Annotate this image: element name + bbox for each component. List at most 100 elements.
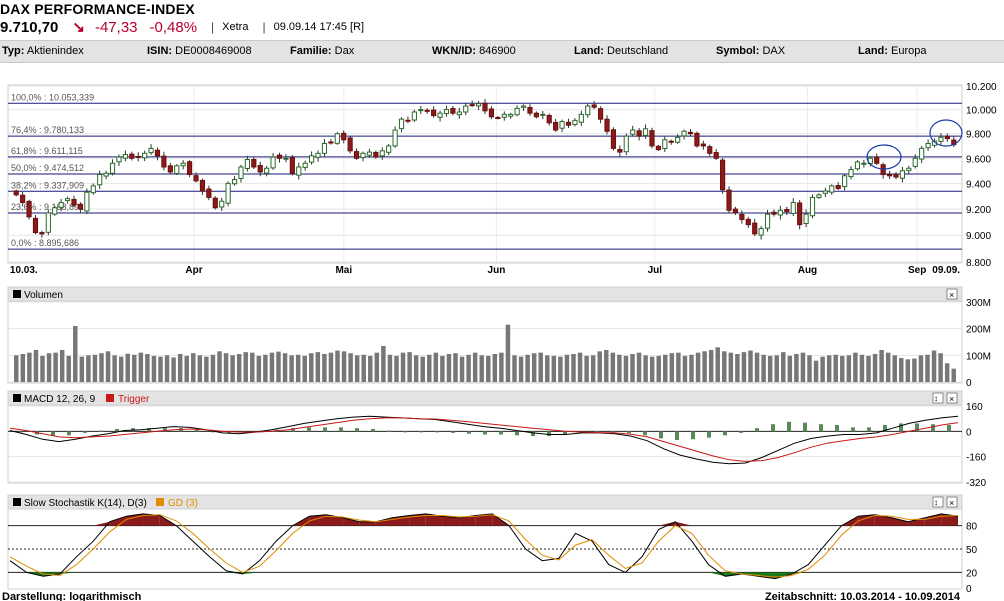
xtick-label: Mai — [335, 265, 352, 276]
candle — [174, 165, 180, 175]
volume-bar — [256, 355, 262, 382]
candle — [386, 145, 392, 153]
volume-bar — [676, 352, 681, 382]
candle — [822, 190, 828, 194]
candle — [321, 142, 328, 154]
candle — [848, 169, 854, 178]
candle — [578, 113, 584, 123]
volume-bar — [722, 351, 727, 382]
volume-bar — [99, 353, 104, 382]
xtick-label: Jul — [648, 265, 663, 276]
volume-bar — [761, 354, 766, 382]
volume-bar — [282, 353, 288, 382]
macd-histogram-bar — [51, 431, 55, 437]
macd-histogram-bar — [371, 428, 375, 432]
candle — [475, 103, 482, 107]
period-label: Zeitabschnitt: 10.03.2014 - 10.09.2014 — [765, 591, 961, 601]
candle — [154, 149, 161, 157]
volume-bar — [230, 355, 235, 382]
candle — [251, 159, 257, 168]
close-icon[interactable]: × — [946, 288, 958, 300]
candle — [463, 105, 469, 113]
volume-bar — [728, 352, 734, 382]
volume-bar — [86, 355, 91, 382]
svg-text:↕: ↕ — [934, 394, 938, 403]
legend-swatch — [13, 394, 21, 402]
candle — [610, 129, 617, 149]
candle — [353, 151, 360, 159]
candle — [405, 119, 411, 122]
candle — [899, 170, 906, 179]
overbought-fill — [143, 513, 160, 526]
candle — [309, 155, 315, 163]
volume-bar — [348, 353, 353, 382]
volume-bar — [486, 355, 491, 382]
volume-bar — [158, 356, 163, 382]
volume-bar — [879, 350, 884, 382]
candle — [148, 147, 154, 154]
volume-bar — [610, 352, 616, 382]
info-family: Familie: Dax — [290, 45, 355, 57]
candle — [193, 175, 199, 182]
expand-icon[interactable]: ↕ — [932, 392, 944, 404]
volume-bar — [361, 354, 366, 382]
candle — [289, 157, 295, 174]
volume-bar — [459, 356, 465, 382]
volume-bar — [912, 358, 917, 382]
close-icon[interactable]: × — [946, 392, 958, 404]
xtick-label: Jun — [488, 265, 506, 276]
candle — [212, 197, 218, 209]
volume-bar — [604, 350, 609, 382]
candle — [64, 198, 71, 202]
candle — [219, 200, 225, 208]
macd-histogram-bar — [531, 431, 535, 437]
volume-bar — [40, 355, 45, 382]
volume-bar — [387, 354, 393, 382]
volume-bar — [184, 355, 189, 382]
macd-histogram-bar — [739, 431, 743, 433]
macd-histogram-bar — [435, 431, 439, 433]
candle — [694, 132, 700, 147]
volume-bar — [177, 354, 183, 382]
candle — [373, 151, 379, 158]
volume-bar — [708, 350, 714, 382]
macd-histogram-bar — [403, 431, 407, 433]
volume-bar — [846, 355, 852, 382]
ytick-label: 9.600 — [966, 154, 991, 165]
macd-histogram-bar — [851, 427, 855, 432]
fib-label: 100,0% : 10.053,339 — [11, 92, 94, 102]
candle — [732, 208, 739, 214]
volume-bar — [112, 355, 117, 382]
stochastic-series-line — [9, 513, 959, 580]
candle — [398, 118, 405, 130]
macd-histogram-bar — [227, 431, 231, 433]
stoch-title: Slow Stochastik K(14), D(3) — [24, 498, 147, 509]
volume-bar — [872, 354, 878, 382]
macd-histogram-bar — [83, 431, 87, 433]
volume-bar — [420, 356, 425, 382]
volume-bar — [774, 355, 779, 382]
exchange: Xetra — [222, 21, 249, 33]
candle — [713, 152, 719, 159]
macd-series-line — [9, 415, 959, 465]
macd-histogram-bar — [803, 422, 807, 432]
candle — [803, 213, 809, 224]
volume-bar — [472, 352, 478, 382]
volume-bar — [46, 353, 52, 382]
volume-bar — [800, 352, 806, 382]
volume-bar — [735, 354, 740, 382]
expand-icon[interactable]: ↕ — [932, 496, 944, 508]
volume-bar — [407, 352, 412, 382]
volume-bar — [14, 355, 19, 382]
candle — [553, 121, 559, 131]
candle — [424, 109, 430, 112]
close-icon[interactable]: × — [946, 496, 958, 508]
overbought-fill — [359, 521, 376, 526]
volume-bar — [440, 355, 445, 382]
volume-bar — [531, 353, 537, 382]
volume-bar — [105, 351, 111, 382]
last-price: 9.710,70 — [0, 18, 59, 36]
overbought-fill — [425, 513, 443, 526]
macd-histogram-bar — [291, 428, 295, 432]
volume-bar — [328, 352, 334, 382]
